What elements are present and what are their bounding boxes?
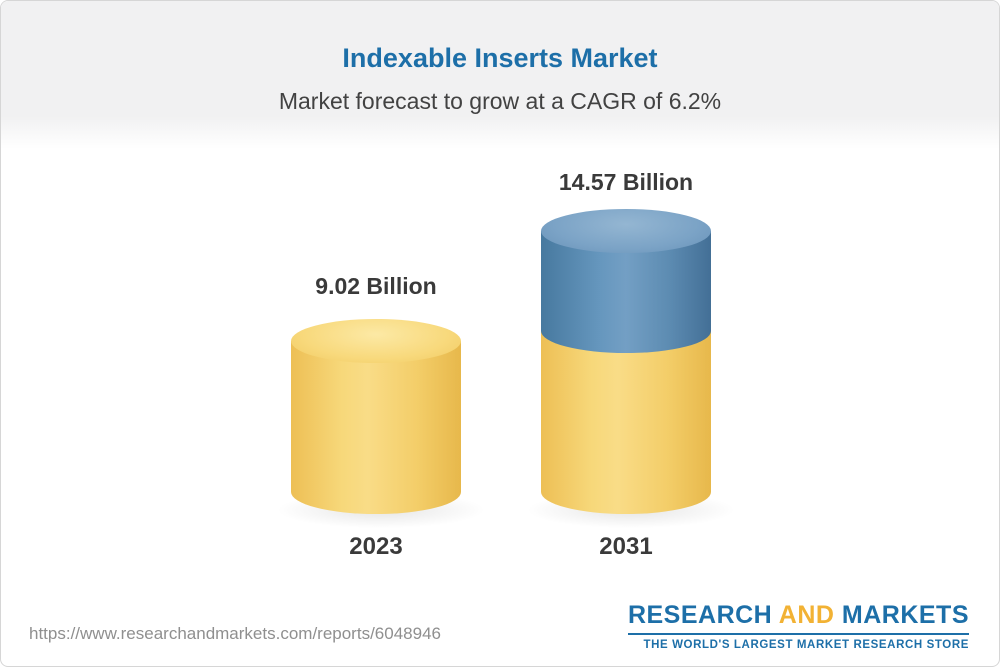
logo-word-markets: MARKETS [841,601,969,629]
logo-tagline: THE WORLD'S LARGEST MARKET RESEARCH STOR… [643,639,969,651]
value-label-2031: 14.57 Billion [558,169,694,195]
axis-label-2023: 2023 [349,533,403,560]
company-logo: RESEARCH AND MARKETS THE WORLD'S LARGEST… [627,601,969,651]
header-band [1,1,999,149]
value-label-2023: 9.02 Billion [315,273,437,299]
axis-label-2031: 2031 [599,533,653,560]
bar-2023-body [291,341,461,514]
chart-title: Indexable Inserts Market [342,43,658,73]
logo-word-research: RESEARCH [627,601,773,629]
bar-2023-cap [291,319,461,363]
logo-divider [627,633,969,635]
bar-2031-cap [541,209,711,253]
chart-subtitle: Market forecast to grow at a CAGR of 6.2… [278,88,722,114]
logo-word-and: AND [778,601,835,629]
bar-2031 [541,209,711,514]
report-url-link[interactable]: https://www.researchandmarkets.com/repor… [29,624,441,643]
bar-2023 [291,319,461,514]
logo-wordmark: RESEARCH AND MARKETS [628,601,969,630]
